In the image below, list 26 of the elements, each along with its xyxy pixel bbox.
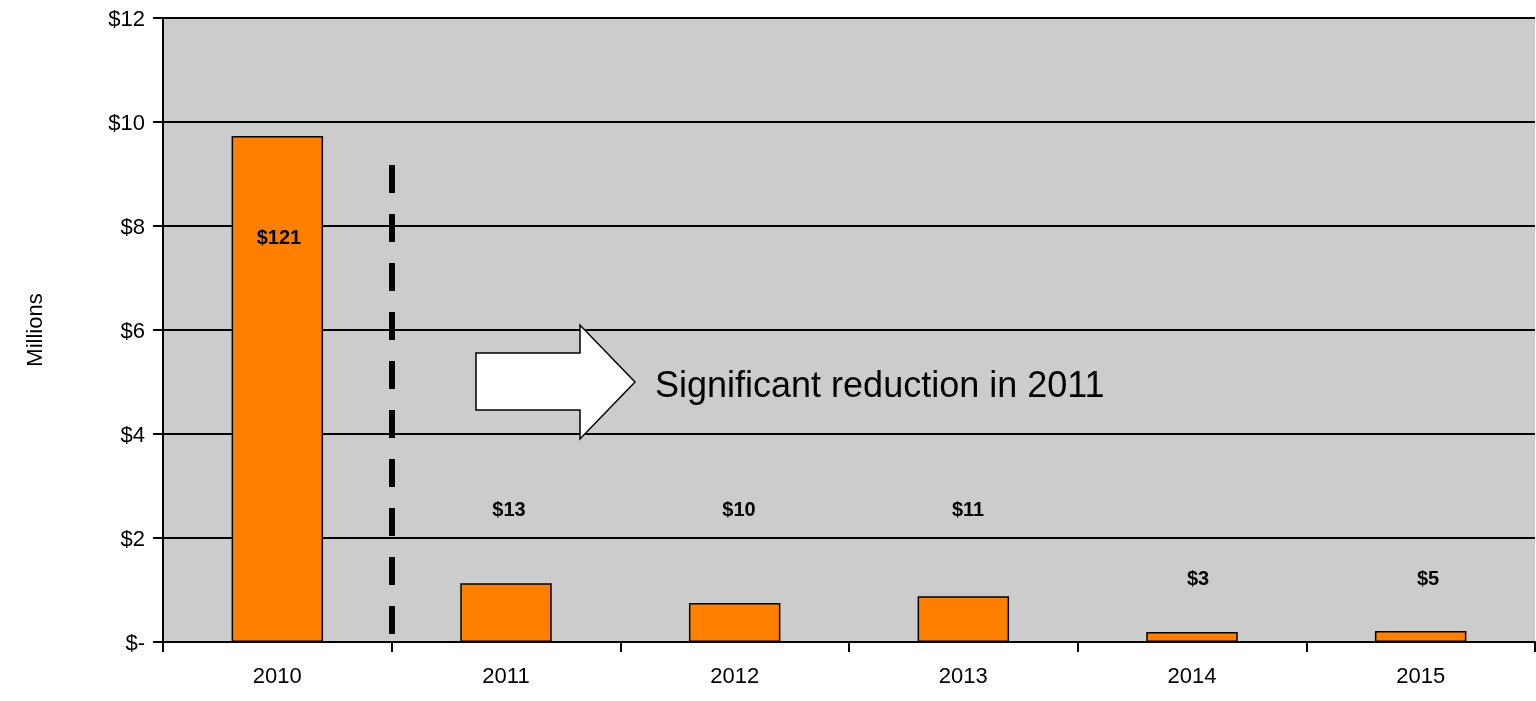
annotation: $11 bbox=[951, 498, 985, 520]
x-tick-label: 2011 bbox=[482, 662, 530, 688]
y-axis-title: Millions bbox=[21, 293, 47, 367]
x-tick-label: 2014 bbox=[1167, 662, 1217, 688]
x-tick-label: 2010 bbox=[252, 662, 302, 688]
y-tick-label: $10 bbox=[108, 109, 145, 135]
bar bbox=[460, 583, 552, 642]
y-tick-label: $12 bbox=[108, 5, 145, 31]
bar bbox=[1146, 632, 1238, 642]
y-tick-label: $8 bbox=[120, 213, 145, 239]
annotation: $10 bbox=[722, 498, 756, 520]
y-tick-label: $2 bbox=[120, 525, 145, 551]
annotation: $13 bbox=[492, 498, 526, 520]
bar bbox=[917, 596, 1010, 642]
annotation: Significant reduction in 2011 bbox=[655, 363, 1105, 405]
bar bbox=[688, 603, 781, 642]
bar bbox=[1374, 631, 1467, 642]
y-tick-label: $- bbox=[125, 629, 145, 655]
x-tick-label: 2015 bbox=[1396, 662, 1446, 688]
x-tick-label: 2012 bbox=[710, 662, 760, 688]
x-tick-label: 2013 bbox=[938, 662, 988, 688]
y-tick-label: $6 bbox=[120, 317, 145, 343]
y-tick-label: $4 bbox=[120, 421, 145, 447]
annotation: $5 bbox=[1416, 567, 1440, 589]
annotation: $3 bbox=[1186, 567, 1210, 589]
annotation: $121 bbox=[256, 226, 302, 248]
